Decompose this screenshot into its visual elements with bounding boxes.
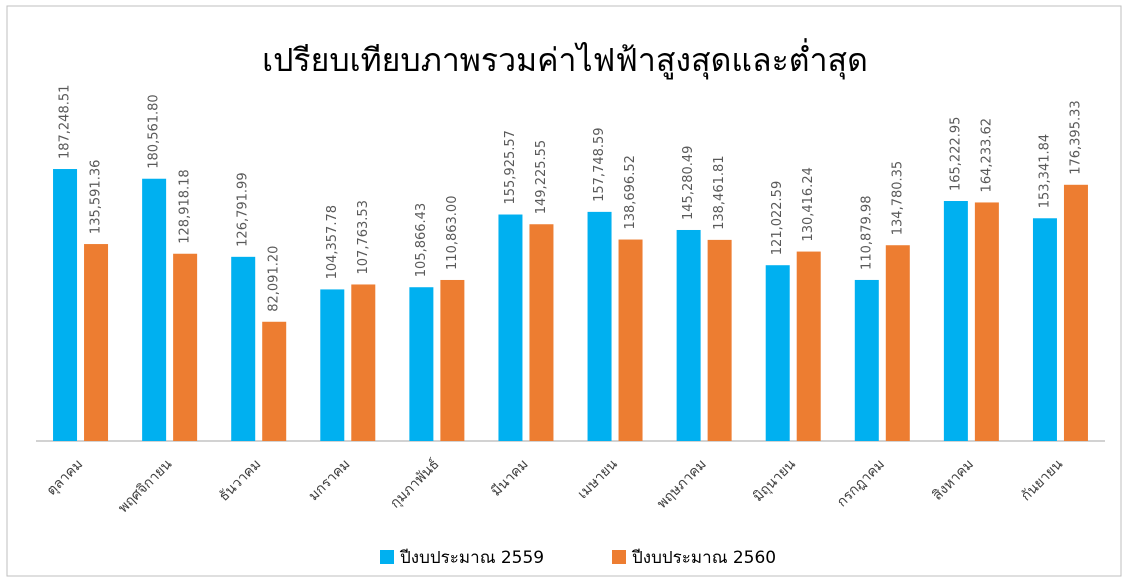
bar (84, 244, 109, 441)
chart-title: เปรียบเทียบภาพรวมค่าไฟฟ้าสูงสุดและต่ำสุด (262, 38, 868, 80)
data-label: 153,341.84 (1037, 134, 1052, 208)
data-label: 157,748.59 (592, 127, 607, 201)
data-label: 110,879.98 (859, 196, 874, 270)
data-label: 126,791.99 (236, 172, 251, 246)
bar (618, 239, 643, 441)
data-label: 121,022.59 (770, 181, 785, 255)
data-label: 135,591.36 (89, 160, 104, 234)
data-label: 130,416.24 (801, 167, 816, 241)
legend-label: ปีงบประมาณ 2559 (399, 548, 544, 568)
bar (142, 178, 167, 441)
data-label: 128,918.18 (178, 169, 193, 243)
data-label: 145,280.49 (681, 146, 696, 220)
data-label: 187,248.51 (58, 85, 73, 159)
bar (765, 265, 790, 441)
data-label: 82,091.20 (267, 246, 282, 312)
data-label: 155,925.57 (503, 130, 518, 204)
data-label: 104,357.78 (325, 205, 340, 279)
data-label: 180,561.80 (147, 94, 162, 168)
bar (974, 202, 999, 441)
data-label: 149,225.55 (534, 140, 549, 214)
data-label: 165,222.95 (948, 117, 963, 191)
bar (1032, 218, 1057, 441)
bar (53, 169, 78, 441)
bar (262, 321, 287, 441)
bar (173, 253, 198, 441)
bar (1063, 184, 1088, 442)
bar (707, 239, 732, 441)
bar (409, 287, 434, 441)
data-label: 105,866.43 (414, 203, 429, 277)
data-label: 176,395.33 (1068, 100, 1083, 174)
bar (320, 289, 345, 441)
legend-label: ปีงบประมาณ 2560 (631, 548, 776, 568)
bar (529, 224, 554, 441)
bar (587, 211, 612, 441)
bar (854, 279, 879, 441)
data-label: 138,696.52 (623, 155, 638, 229)
data-label: 134,780.35 (890, 161, 905, 235)
legend-swatch (612, 550, 626, 564)
data-label: 110,863.00 (445, 196, 460, 270)
data-label: 138,461.81 (712, 155, 727, 229)
data-label: 107,763.53 (356, 200, 371, 274)
bar (498, 214, 523, 441)
data-label: 164,233.62 (979, 118, 994, 192)
bar (351, 284, 376, 441)
bar (440, 279, 465, 441)
bar (885, 245, 910, 441)
bar (231, 256, 256, 441)
bar (676, 229, 701, 441)
bar (796, 251, 821, 441)
legend-swatch (380, 550, 394, 564)
bar (943, 201, 968, 441)
